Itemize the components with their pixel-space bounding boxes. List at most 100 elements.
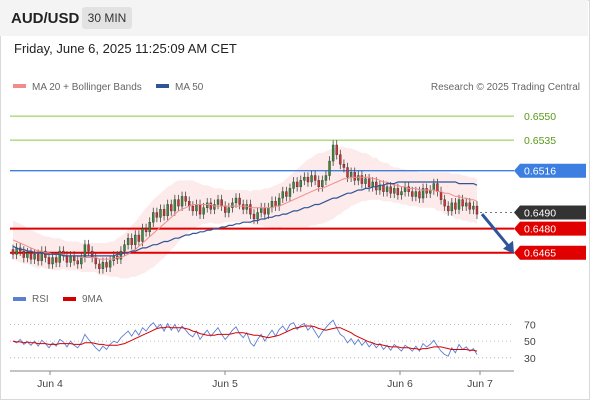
candle-body [353,172,356,181]
candle-body [450,202,454,212]
candle-body [206,202,209,208]
candle-body [87,244,90,252]
candle-body [202,207,205,215]
candle-body [22,250,25,258]
rsi-ma-line [12,325,478,352]
candle-body [155,212,159,218]
candle-body [331,144,335,162]
candle-body [285,191,288,197]
candle-body [299,180,302,188]
rsi-line [12,319,478,357]
candle-body [328,160,331,176]
candle-body [364,178,367,184]
candle-body [220,199,223,207]
candle-body [321,180,324,188]
candle-body [277,197,281,207]
ma20-line [12,176,478,260]
x-tick-label-1: Jun 5 [212,378,238,390]
candle-body [465,202,468,207]
candle-body [231,202,234,208]
candle-body [69,255,72,263]
candle-body [184,196,187,202]
candle-body [389,186,392,194]
candle-body [382,184,385,192]
ma50-line [12,181,478,257]
candle-body [274,201,277,207]
candle-body [58,250,61,263]
candle-body [303,176,306,181]
candle-body [317,180,320,188]
candle-body [256,212,259,220]
candle-body [439,191,443,200]
rsi-legend-swatch [13,297,26,301]
level-tag-3 [514,205,586,220]
candle-body [159,209,162,218]
candle-body [224,205,227,213]
candle-body [29,252,33,260]
candle-body [259,207,263,213]
candle-body [411,191,414,197]
candle-body [173,199,177,212]
candle-body [94,257,97,265]
candle-body [349,172,353,178]
candle-body [242,204,245,210]
candle-body [177,199,180,207]
candle-body [342,164,346,168]
ma50-legend-label: MA 50 [175,82,204,93]
timeframe-button[interactable]: 30 MIN [82,7,132,29]
candle-body [263,207,266,215]
candle-body [429,189,432,194]
candle-body [288,188,292,197]
chart-datetime: Friday, June 6, 2025 11:25:09 AM CET [14,41,237,56]
candle-body [36,254,40,261]
candle-body [313,175,317,181]
level-tag-4 [514,221,586,236]
ma50-legend-swatch [156,84,169,88]
candle-body [54,257,58,263]
candle-body [357,175,360,181]
bollinger-legend-label: MA 20 + Bollinger Bands [32,82,142,93]
candle-body [191,205,195,212]
candle-body [90,250,94,258]
candle-body [119,250,123,260]
candle-body [198,204,202,215]
level-tag-2 [514,163,586,178]
candle-body [11,249,15,255]
moving-averages [12,176,478,260]
candle-body [270,201,274,208]
candle-body [213,204,216,210]
candle-body [295,181,299,188]
candle-body [421,188,425,199]
candle-body [468,202,472,210]
candle-body [141,228,144,242]
candle-body [432,183,436,191]
candle-body [33,254,36,260]
candle-body [98,263,101,269]
candle-body [306,176,310,183]
level-label-3: 0.6490 [524,208,556,220]
bollinger-legend-swatch [13,84,26,88]
rsi-tick-70: 70 [524,319,536,331]
candle-body [281,191,284,199]
projection-arrow-line [480,213,511,248]
candle-body [292,181,295,189]
candle-body [195,204,198,212]
candle-body [310,175,313,183]
price-labels: 0.6550 0.6535 0.6516 0.6490 0.6480 0.6465 [514,111,586,260]
candle-body [414,191,418,197]
level-label-5: 0.6465 [524,248,556,260]
candle-body [472,205,475,210]
candle-body [72,255,76,261]
level-label-2: 0.6516 [524,166,556,178]
x-tick-label-2: Jun 6 [387,378,413,390]
candle-body [475,205,479,215]
candle-body [335,144,338,155]
candle-body [367,178,371,188]
candle-body [108,260,112,268]
projection [480,213,514,254]
rsi-tick-30: 30 [524,353,536,365]
candle-body [227,207,231,213]
candle-body [180,196,184,207]
candle-body [76,260,79,265]
